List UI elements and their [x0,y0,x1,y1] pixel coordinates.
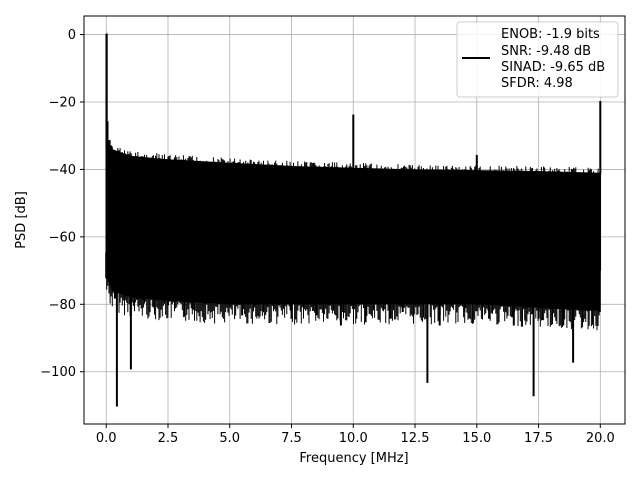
y-axis-label: PSD [dB] [14,191,29,249]
y-tick-label: 0 [68,28,76,43]
x-tick-label: 2.5 [158,431,179,446]
x-tick-label: 15.0 [462,431,491,446]
legend-box [456,21,619,98]
x-axis-label: Frequency [MHz] [299,451,408,466]
y-tick-label: −40 [49,163,76,178]
x-tick-label: 5.0 [219,431,240,446]
x-tick-label: 0.0 [96,431,117,446]
legend-sinad: SINAD: -9.65 dB [501,60,605,75]
legend-snr: SNR: -9.48 dB [501,44,591,59]
plot-frame [83,15,626,425]
legend-enob: ENOB: -1.9 bits [501,27,600,42]
y-axis-ticks: 0 −20 −40 −60 −80 −100 [40,28,84,380]
x-tick-label: 20.0 [586,431,615,446]
x-tick-label: 12.5 [401,431,430,446]
y-tick-label: −80 [49,298,76,313]
y-tick-label: −60 [49,230,76,245]
psd-trace-layer [105,33,602,407]
x-tick-label: 17.5 [524,431,553,446]
legend-sfdr: SFDR: 4.98 [501,76,573,91]
y-tick-label: −100 [40,365,76,380]
x-tick-label: 7.5 [281,431,302,446]
x-axis-ticks: 0.0 2.5 5.0 7.5 10.0 12.5 15.0 17.5 20.0 [96,424,615,446]
x-tick-label: 10.0 [339,431,368,446]
y-tick-label: −20 [49,95,76,110]
legend: ENOB: -1.9 bits SNR: -9.48 dB SINAD: -9.… [456,21,619,98]
